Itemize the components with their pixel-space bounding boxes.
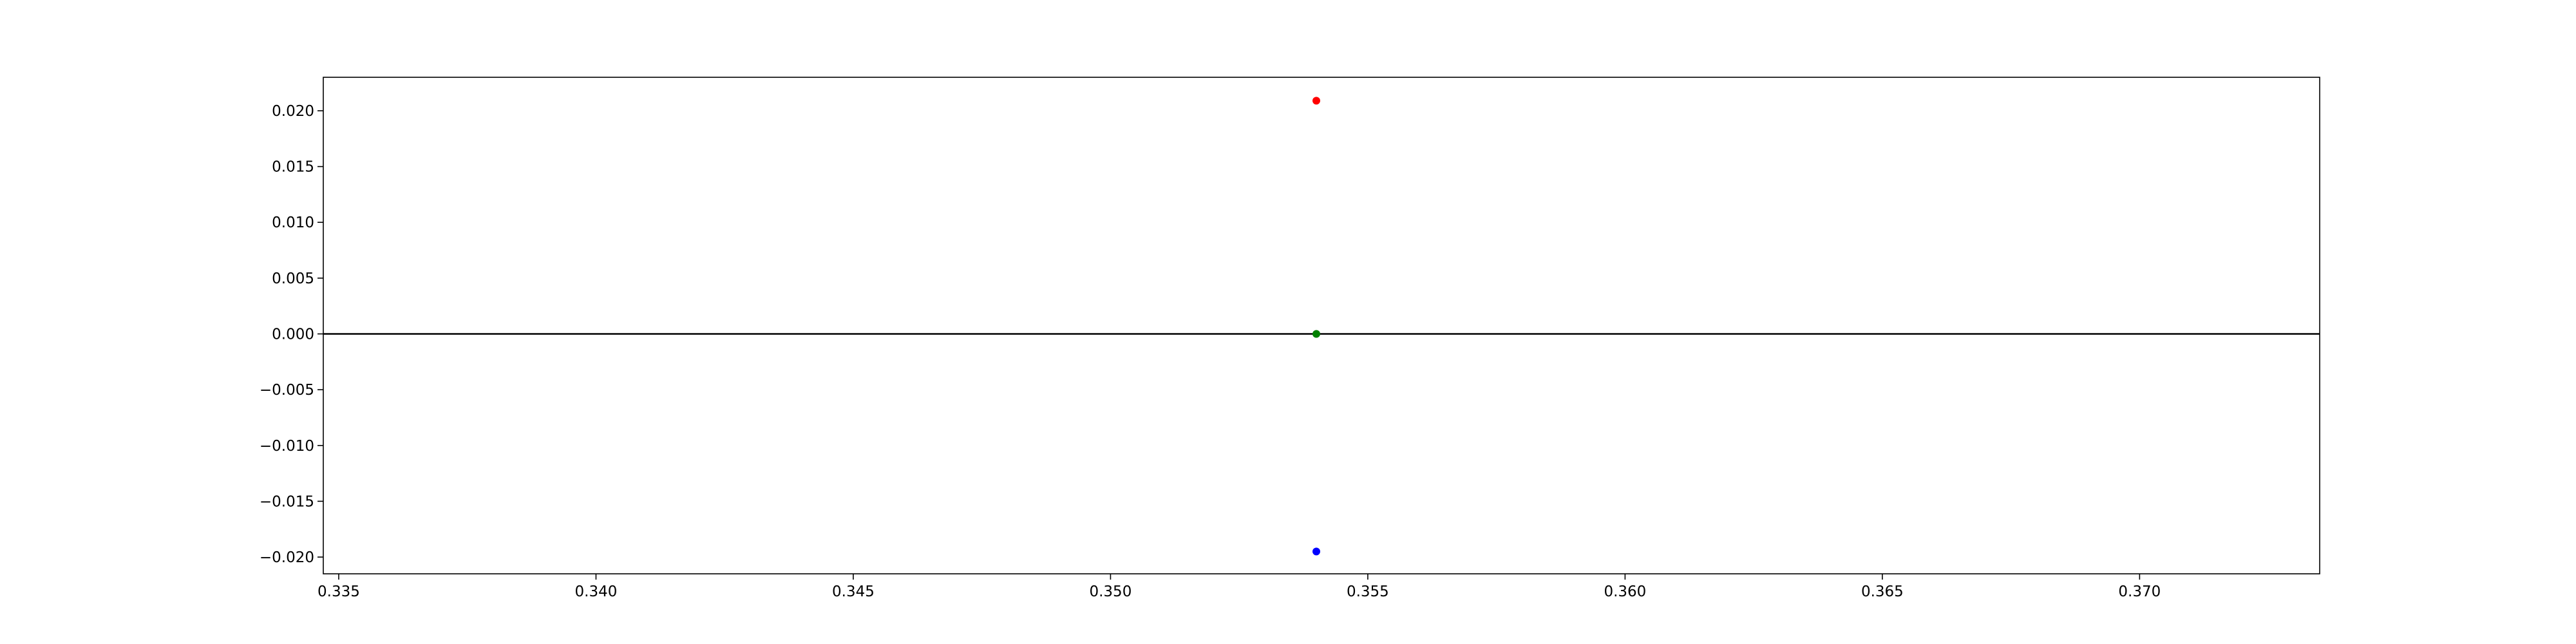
x-tick-label: 0.350: [1089, 583, 1132, 600]
x-tick-label: 0.335: [317, 583, 360, 600]
y-tick-label: 0.000: [272, 326, 314, 343]
x-axis: 0.335 0.340 0.345 0.350 0.355 0.360 0.365 0.370: [317, 574, 2161, 600]
data-point-3: [1312, 547, 1321, 556]
x-tick-label: 0.360: [1604, 583, 1646, 600]
data-point-1: [1312, 97, 1321, 105]
y-tick-label: 0.020: [272, 103, 314, 120]
x-tick-label: 0.365: [1861, 583, 1904, 600]
x-tick-label: 0.340: [575, 583, 618, 600]
y-tick-label: −0.020: [260, 549, 314, 566]
data-points: [1312, 97, 1321, 556]
x-tick-label: 0.370: [2118, 583, 2161, 600]
data-point-2: [1312, 330, 1321, 338]
x-tick-label: 0.355: [1347, 583, 1389, 600]
y-tick-label: −0.015: [260, 493, 314, 510]
x-tick-label: 0.345: [832, 583, 875, 600]
y-tick-label: 0.010: [272, 214, 314, 231]
y-tick-label: 0.015: [272, 159, 314, 176]
y-tick-label: −0.005: [260, 382, 314, 399]
y-axis: 0.020 0.015 0.010 0.005 0.000 −0.005 −0.010 −0.…: [260, 103, 323, 566]
y-tick-label: 0.005: [272, 270, 314, 287]
plot-frame: [323, 77, 2320, 574]
y-tick-label: −0.010: [260, 438, 314, 455]
